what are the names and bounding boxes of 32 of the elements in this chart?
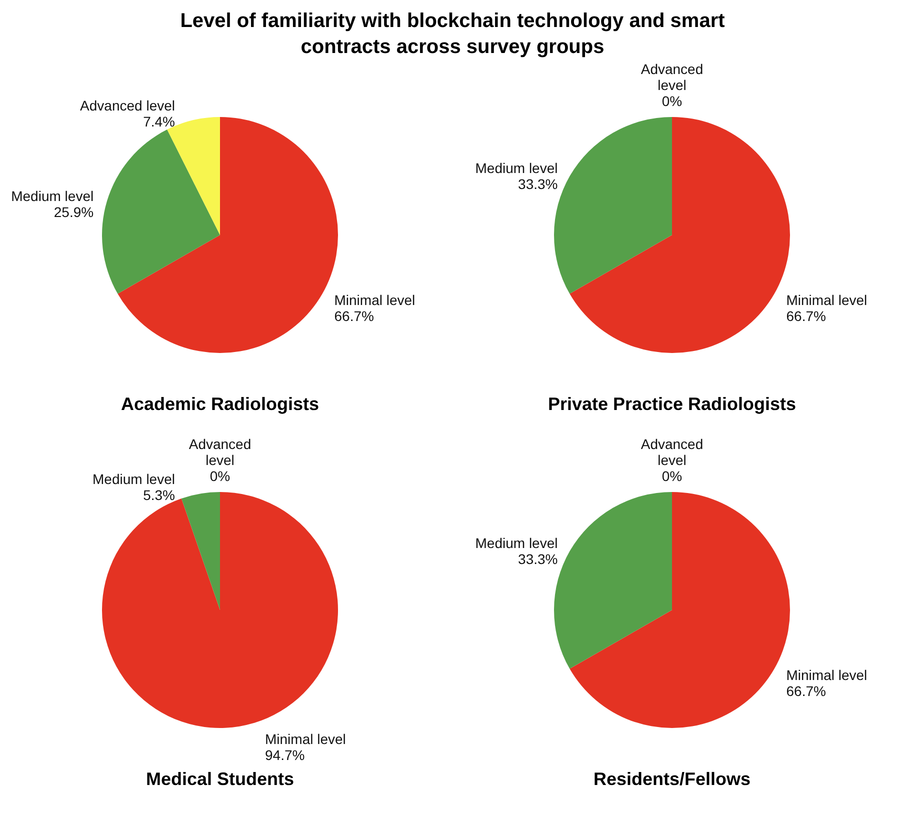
data-label: 33.3%: [518, 550, 558, 567]
text: Private Practice Radiologists: [548, 394, 796, 414]
data-label: 33.3%: [518, 176, 558, 192]
text: Academic Radiologists: [120, 394, 320, 414]
category-label: Advanced level: [188, 436, 252, 468]
data-label: 66.7%: [334, 308, 374, 324]
category-label: Advanced level: [640, 436, 704, 468]
data-label: 66.7%: [786, 308, 826, 324]
pie-slice: [102, 492, 338, 728]
text: Medical Students: [146, 769, 294, 789]
pie-slice: [181, 492, 220, 610]
slice-label: Medium level: [92, 470, 175, 487]
slice-label: Advanced level: [80, 98, 175, 114]
slice-label: Medium level: [475, 160, 558, 176]
pie-slice: [102, 130, 220, 294]
slice-label: Minimal level: [265, 731, 346, 748]
slice-label: Medium level: [475, 534, 558, 551]
slice-label: Minimal level: [334, 292, 416, 308]
chart-title: Level of familiarity with blockchain technology and smart contracts across survey groups: [179, 9, 726, 60]
data-label: 66.7%: [786, 683, 826, 700]
data-label: 7.4%: [143, 114, 175, 130]
data-label: 25.9%: [54, 204, 94, 220]
slice-label: Minimal level: [786, 292, 868, 308]
slice-label: Minimal level: [786, 667, 868, 684]
slice-label: Medium level: [11, 188, 94, 204]
data-label: 94.7%: [265, 747, 305, 764]
text: 0%: [662, 93, 682, 109]
text: 0%: [662, 468, 682, 484]
category-label: Advanced level: [640, 61, 704, 93]
data-label: 5.3%: [143, 486, 175, 503]
text: 0%: [210, 468, 230, 484]
text: Residents/Fellows: [593, 769, 751, 789]
